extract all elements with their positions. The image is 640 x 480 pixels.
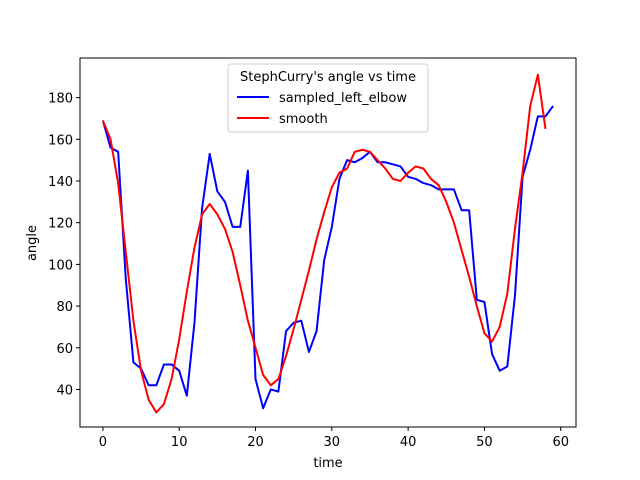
- y-axis-ticks: 40 60 80 100 120 140 160 180: [48, 92, 80, 398]
- x-tick-label: 30: [324, 435, 341, 450]
- series-line-smooth: [101, 73, 547, 414]
- legend-label-smooth: smooth: [279, 112, 328, 127]
- legend: StephCurry's angle vs time sampled_left_…: [227, 63, 429, 133]
- x-tick-label: 40: [400, 435, 417, 450]
- x-axis-label: time: [313, 456, 342, 471]
- y-tick-label: 140: [48, 175, 73, 190]
- series-line-sampled-left-elbow: [101, 105, 554, 410]
- y-tick-label: 100: [48, 258, 73, 273]
- series-lines: [101, 73, 554, 414]
- x-tick-label: 60: [552, 435, 569, 450]
- y-tick-label: 80: [56, 300, 73, 315]
- y-tick-label: 180: [48, 92, 73, 107]
- plot-frame: [79, 57, 577, 428]
- legend-label-sampled-left-elbow: sampled_left_elbow: [279, 91, 407, 106]
- x-tick-label: 0: [99, 435, 107, 450]
- x-tick-label: 10: [171, 435, 188, 450]
- y-tick-label: 160: [48, 133, 73, 148]
- y-tick-label: 60: [56, 342, 73, 357]
- y-tick-label: 40: [56, 383, 73, 398]
- y-axis-label: angle: [25, 225, 40, 261]
- y-tick-label: 120: [48, 217, 73, 232]
- legend-box: [227, 63, 429, 133]
- x-tick-label: 20: [247, 435, 264, 450]
- x-axis-ticks: 0 10 20 30 40 50 60: [99, 427, 569, 450]
- x-tick-label: 50: [476, 435, 493, 450]
- legend-title: StephCurry's angle vs time: [240, 70, 416, 85]
